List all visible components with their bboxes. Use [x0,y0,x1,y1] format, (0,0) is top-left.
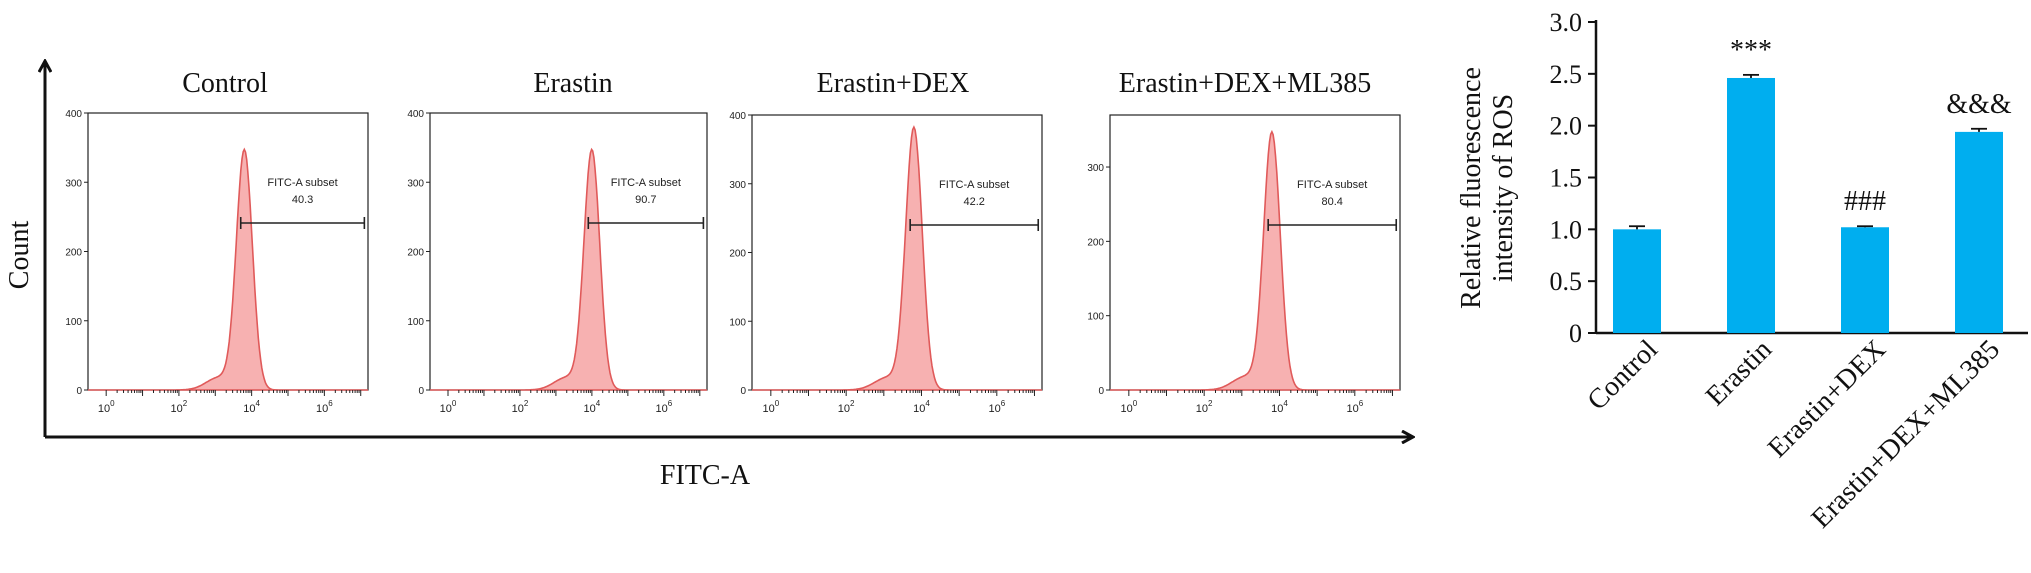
gate-label: FITC-A subset [939,179,1009,191]
x-tick-label: 106 [1346,399,1363,415]
x-tick-label: 104 [584,399,601,415]
gate-label: FITC-A subset [611,177,681,189]
y-tick-label: 100 [729,317,746,328]
y-axis-label: Count [4,221,35,290]
significance-label: &&& [1946,89,2012,120]
y-tick-label: 200 [65,248,82,259]
panel-title: Erastin+DEX [817,68,970,99]
y-tick-label: 200 [407,248,424,259]
y-tick-label: 200 [1087,237,1104,248]
y-tick-label: 300 [65,178,82,189]
flow-cytometry-section: Count FITC-A Control 0 100 200 300 400 100 102 1… [4,62,1412,491]
histogram-panel: Erastin+DEX+ML385 0 100 200 300 100 102 104 106 F… [1087,68,1401,415]
y-tick-label: 200 [729,249,746,260]
x-tick-label: 102 [1196,399,1213,415]
x-tick-label: 106 [655,399,672,415]
histogram-panel: Erastin+DEX 0 100 200 300 400 100 102 104 106 FITC… [729,68,1043,415]
x-tick-label: 102 [512,399,529,415]
bar [1841,227,1889,333]
x-tick-label: 100 [440,399,457,415]
y-tick-label: 0 [76,386,82,397]
x-tick-label: 102 [838,399,855,415]
significance-label: ### [1844,186,1886,217]
bar [1955,131,2003,333]
gate-label: FITC-A subset [1297,179,1367,191]
bar [1727,77,1775,333]
y-tick-label: 400 [407,109,424,120]
bar-y-tick-label: 2.0 [1550,112,1583,141]
category-label: Control [1582,334,1665,417]
significance-label: *** [1730,35,1772,66]
y-tick-label: 300 [729,180,746,191]
bar-y-axis-label-line1: Relative fluorescence [1456,67,1487,309]
x-axis-label: FITC-A [660,460,751,491]
gate-value: 80.4 [1321,196,1342,208]
x-tick-label: 100 [98,399,115,415]
y-tick-label: 100 [1087,312,1104,323]
y-tick-label: 0 [740,386,746,397]
x-tick-label: 100 [762,399,779,415]
y-tick-label: 300 [407,178,424,189]
bar-y-tick-label: 3.0 [1550,8,1583,37]
gate-value: 42.2 [963,196,984,208]
y-tick-label: 100 [65,317,82,328]
panel-title: Control [182,68,268,99]
gate-label: FITC-A subset [267,177,337,189]
bar-y-tick-label: 0.5 [1550,267,1583,296]
ros-bar-chart: Relative fluorescence intensity of ROS 0… [1456,8,2028,534]
histogram-curve [1110,129,1400,391]
x-tick-label: 104 [243,399,260,415]
histogram-panel: Erastin 0 100 200 300 400 100 102 104 106 FITC-A s… [407,68,708,415]
bar [1613,229,1661,333]
histogram-panels: Control 0 100 200 300 400 100 102 104 106 FITC-A s… [65,68,1401,415]
x-tick-label: 100 [1120,399,1137,415]
bar-y-tick-label: 2.5 [1550,60,1583,89]
x-tick-label: 102 [171,399,188,415]
x-tick-label: 104 [1271,399,1288,415]
y-tick-label: 100 [407,317,424,328]
bar-y-tick-label: 0 [1569,319,1582,348]
bar-y-axis-label-line2: intensity of ROS [1488,94,1519,282]
y-tick-label: 0 [418,386,424,397]
panel-title: Erastin [533,68,612,99]
histogram-panel: Control 0 100 200 300 400 100 102 104 106 FITC-A s… [65,68,369,415]
y-tick-label: 0 [1098,386,1104,397]
y-tick-label: 400 [729,111,746,122]
x-tick-label: 106 [988,399,1005,415]
bar-y-tick-label: 1.5 [1550,164,1583,193]
category-label: Erastin [1700,334,1778,412]
gate-value: 40.3 [292,194,313,206]
gate-value: 90.7 [635,194,656,206]
bar-y-tick-label: 1.0 [1550,215,1583,244]
y-tick-label: 400 [65,109,82,120]
panel-title: Erastin+DEX+ML385 [1119,68,1371,99]
y-tick-label: 300 [1087,163,1104,174]
panel-frame [429,112,708,391]
x-tick-label: 106 [316,399,333,415]
x-tick-label: 104 [913,399,930,415]
category-label: Erastin+DEX+ML385 [1806,334,2006,534]
histogram-curve [752,125,1042,391]
